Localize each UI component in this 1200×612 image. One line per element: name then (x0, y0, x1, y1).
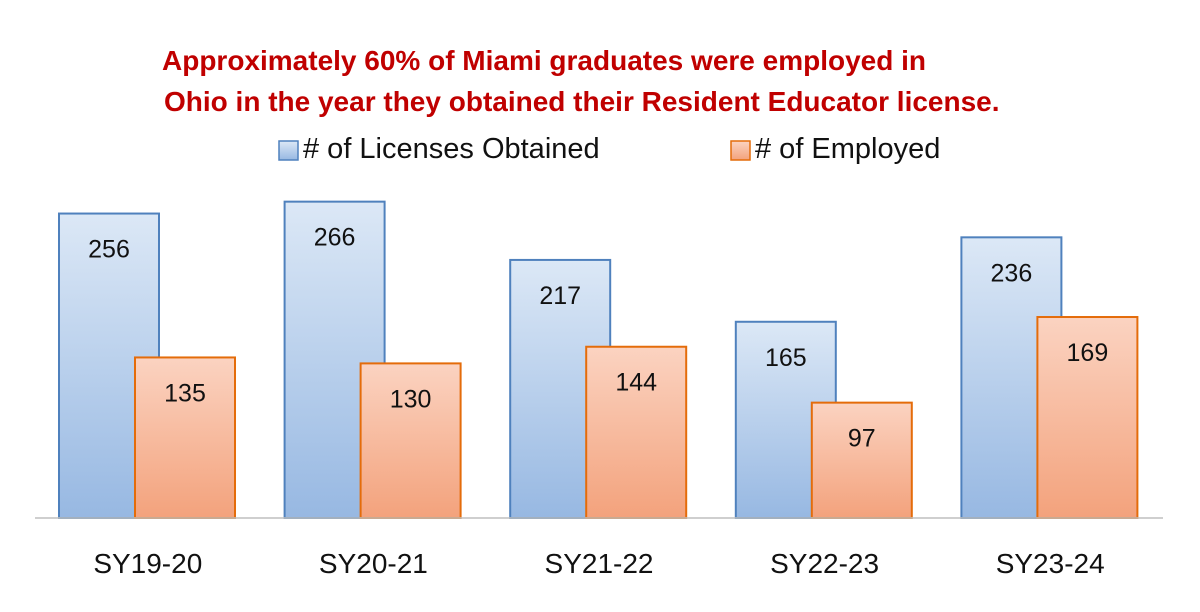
legend-label-licenses: # of Licenses Obtained (303, 133, 600, 165)
category-labels: SY19-20 SY20-21 SY21-22 SY22-23 SY23-24 (93, 548, 1104, 579)
data-label-employed-sy21-22: 144 (615, 369, 657, 397)
legend: # of Licenses Obtained # of Employed (278, 133, 940, 165)
data-labels: 256 135 266 130 217 144 165 97 236 169 (88, 224, 1108, 453)
category-label-sy21-22: SY21-22 (545, 548, 654, 579)
bar-employed-sy22-23 (810, 401, 913, 519)
data-label-employed-sy20-21: 130 (390, 385, 432, 413)
chart-title-line-1: Approximately 60% of Miami graduates wer… (162, 45, 926, 76)
data-label-employed-sy19-20: 135 (164, 379, 206, 407)
data-label-licenses-sy19-20: 256 (88, 236, 130, 264)
category-label-sy19-20: SY19-20 (93, 548, 202, 579)
bar-employed-sy20-21 (359, 362, 462, 519)
legend-swatch-employed (730, 140, 751, 161)
category-label-sy23-24: SY23-24 (996, 548, 1105, 579)
bar-employed-sy21-22 (585, 345, 688, 519)
category-label-sy20-21: SY20-21 (319, 548, 428, 579)
bar-employed-sy19-20 (134, 356, 236, 520)
legend-label-employed: # of Employed (755, 133, 940, 165)
legend-swatch-licenses (278, 140, 299, 161)
data-label-employed-sy22-23: 97 (848, 425, 876, 453)
data-label-licenses-sy23-24: 236 (991, 259, 1033, 287)
bars (58, 200, 1139, 520)
data-label-licenses-sy22-23: 165 (765, 344, 807, 372)
data-label-licenses-sy21-22: 217 (539, 282, 581, 310)
data-label-employed-sy23-24: 169 (1067, 339, 1109, 367)
chart-title-line-2: Ohio in the year they obtained their Res… (164, 86, 1000, 117)
category-label-sy22-23: SY22-23 (770, 548, 879, 579)
data-label-licenses-sy20-21: 266 (314, 224, 356, 252)
